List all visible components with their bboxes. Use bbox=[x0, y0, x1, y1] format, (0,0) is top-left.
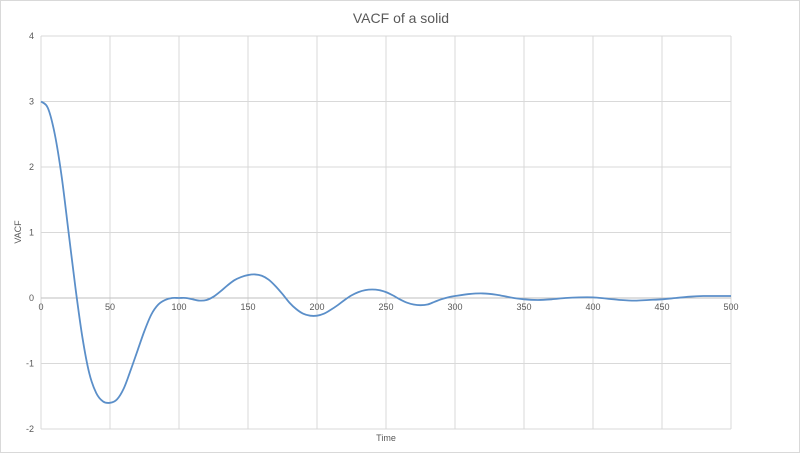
y-tick-label: -2 bbox=[26, 424, 34, 434]
horizontal-gridlines bbox=[41, 35, 731, 430]
y-tick-labels: -2 -1 0 1 2 3 4 bbox=[26, 31, 34, 434]
x-tick-label: 300 bbox=[447, 302, 462, 312]
y-tick-label: 2 bbox=[29, 162, 34, 172]
x-tick-label: 500 bbox=[723, 302, 738, 312]
x-tick-label: 350 bbox=[516, 302, 531, 312]
x-tick-label: 100 bbox=[171, 302, 186, 312]
x-tick-labels: 0 50 100 150 200 250 300 350 400 450 500 bbox=[38, 302, 738, 312]
x-tick-label: 200 bbox=[309, 302, 324, 312]
y-axis-title: VACF bbox=[13, 220, 23, 244]
y-tick-label: -1 bbox=[26, 359, 34, 369]
y-tick-label: 4 bbox=[29, 31, 34, 41]
x-tick-label: 250 bbox=[378, 302, 393, 312]
y-tick-label: 3 bbox=[29, 97, 34, 107]
x-tick-label: 0 bbox=[38, 302, 43, 312]
y-tick-label: 0 bbox=[29, 293, 34, 303]
x-axis-title: Time bbox=[376, 433, 396, 443]
series-line bbox=[40, 100, 731, 404]
y-tick-label: 1 bbox=[29, 228, 34, 238]
x-tick-label: 50 bbox=[105, 302, 115, 312]
chart-title: VACF of a solid bbox=[353, 10, 449, 26]
x-tick-label: 450 bbox=[654, 302, 669, 312]
x-tick-label: 400 bbox=[585, 302, 600, 312]
x-tick-label: 150 bbox=[240, 302, 255, 312]
series-group bbox=[40, 100, 731, 404]
